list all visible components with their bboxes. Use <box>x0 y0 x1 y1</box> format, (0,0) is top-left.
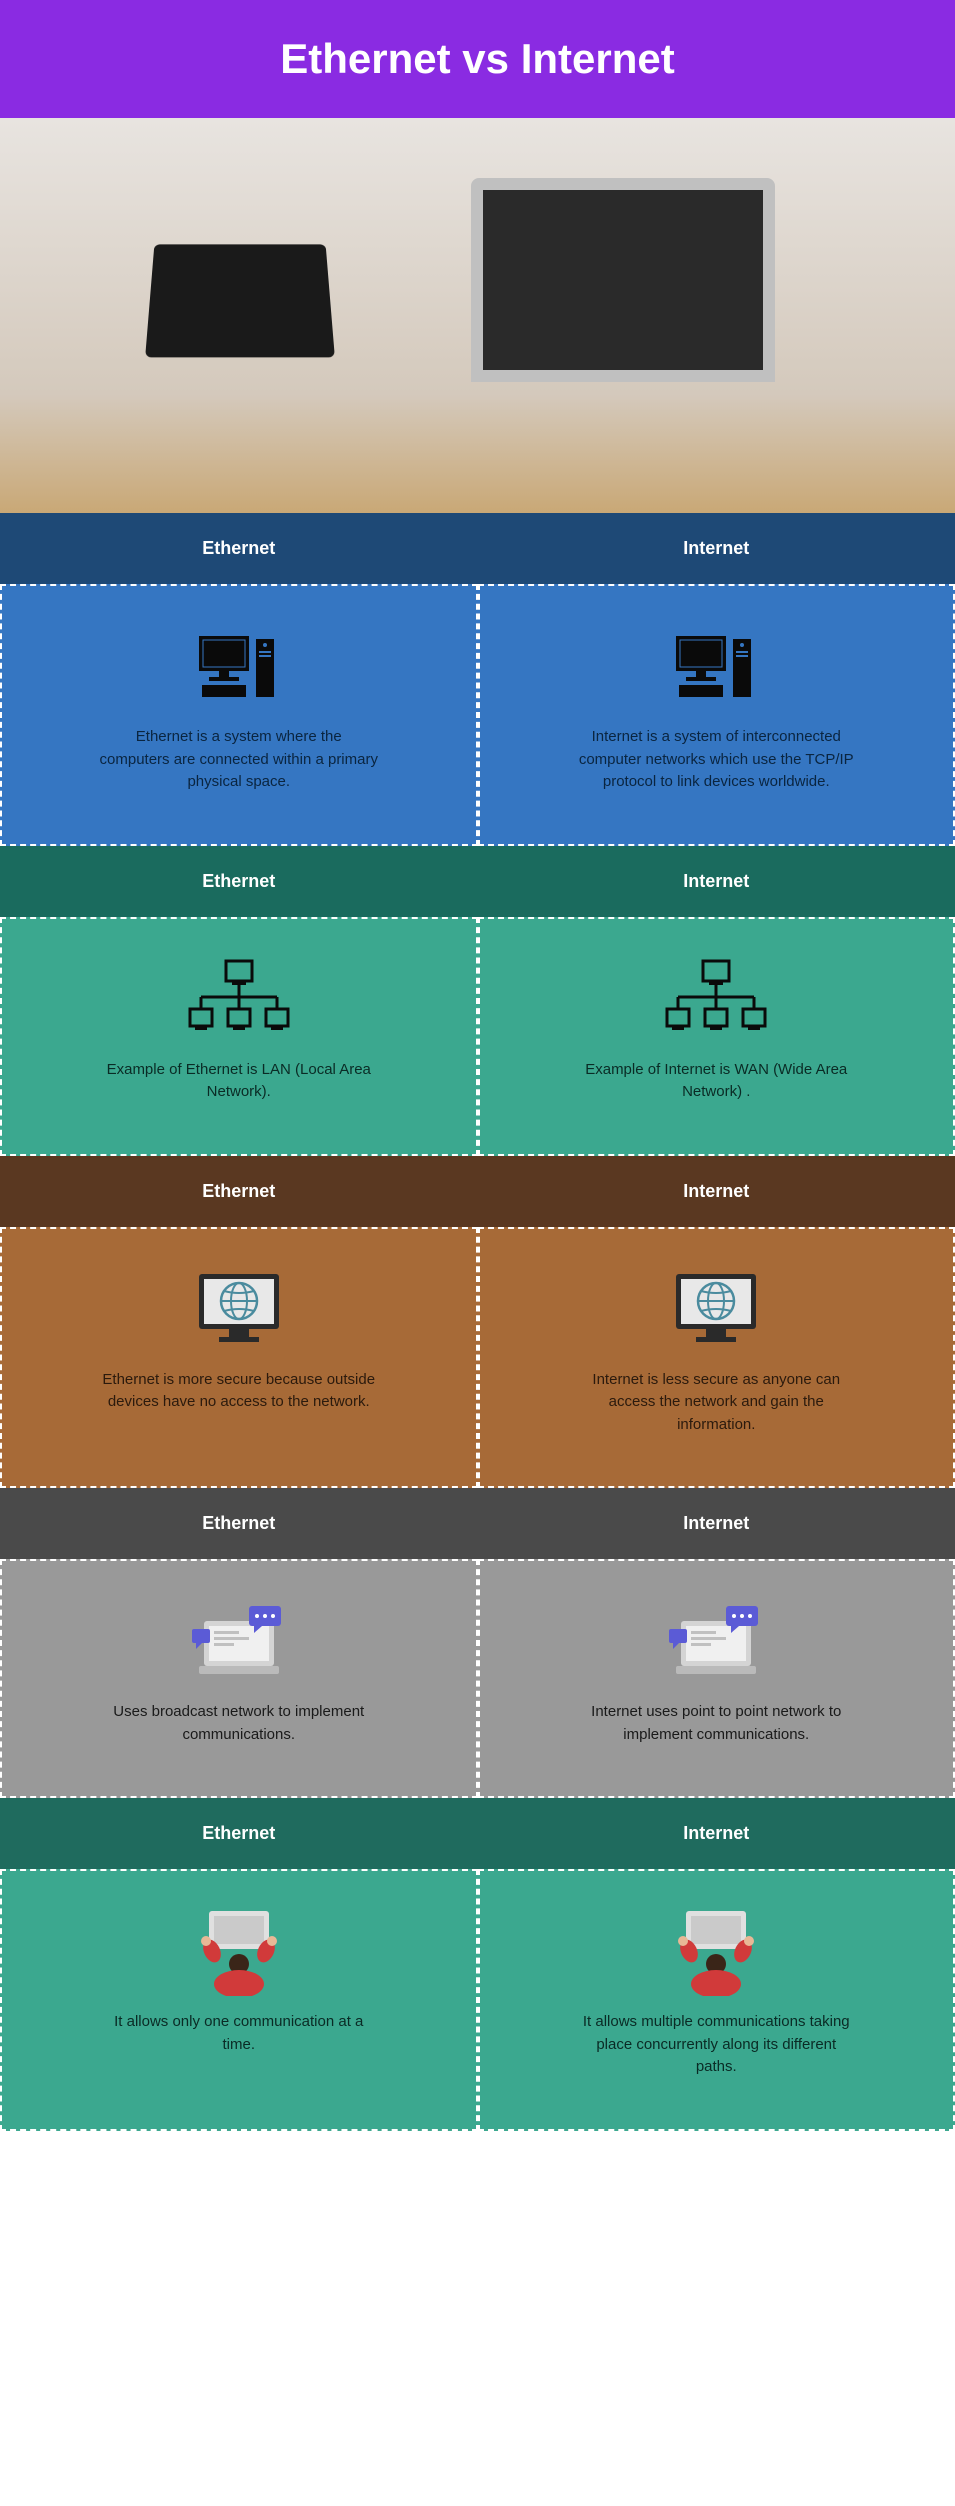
section-4-right-cell: Internet uses point to point network to … <box>478 1559 955 1798</box>
computer-icon <box>194 626 284 706</box>
page-title: Ethernet vs Internet <box>20 35 935 83</box>
laptop-chat-icon <box>661 1601 771 1681</box>
section-4-right-desc: Internet uses point to point network to … <box>576 1701 856 1746</box>
section-3-body: Ethernet is more secure because outside … <box>0 1227 955 1489</box>
section-5-header: Ethernet Internet <box>0 1798 955 1869</box>
section-5-body: It allows only one communication at a ti… <box>0 1869 955 2131</box>
section-1-body: Ethernet is a system where the computers… <box>0 584 955 846</box>
section-2-right-cell: Example of Internet is WAN (Wide Area Ne… <box>478 917 955 1156</box>
globe-monitor-icon <box>189 1269 289 1349</box>
laptop-chat-icon <box>184 1601 294 1681</box>
hero-image <box>0 118 955 513</box>
section-5-right-desc: It allows multiple communications taking… <box>576 2011 856 2079</box>
person-typing-icon <box>184 1911 294 1991</box>
section-2-header: Ethernet Internet <box>0 846 955 917</box>
section-1-left-cell: Ethernet is a system where the computers… <box>0 584 478 846</box>
network-icon <box>184 959 294 1039</box>
person-typing-icon <box>661 1911 771 1991</box>
page-header: Ethernet vs Internet <box>0 0 955 118</box>
section-4-left-cell: Uses broadcast network to implement comm… <box>0 1559 478 1798</box>
section-2-body: Example of Ethernet is LAN (Local Area N… <box>0 917 955 1156</box>
computer-icon <box>671 626 761 706</box>
section-3-left-desc: Ethernet is more secure because outside … <box>99 1369 379 1414</box>
section-5-left-cell: It allows only one communication at a ti… <box>0 1869 478 2131</box>
section-3-right-desc: Internet is less secure as anyone can ac… <box>576 1369 856 1437</box>
section-1-right-desc: Internet is a system of interconnected c… <box>576 726 856 794</box>
section-5-left-label: Ethernet <box>0 1798 478 1869</box>
section-3-left-label: Ethernet <box>0 1156 478 1227</box>
section-2-right-label: Internet <box>478 846 955 917</box>
section-1-right-label: Internet <box>478 513 955 584</box>
section-3-left-cell: Ethernet is more secure because outside … <box>0 1227 478 1489</box>
section-3-header: Ethernet Internet <box>0 1156 955 1227</box>
section-2-left-desc: Example of Ethernet is LAN (Local Area N… <box>99 1059 379 1104</box>
section-4-left-label: Ethernet <box>0 1488 478 1559</box>
section-3-right-label: Internet <box>478 1156 955 1227</box>
section-1-left-label: Ethernet <box>0 513 478 584</box>
section-1-header: Ethernet Internet <box>0 513 955 584</box>
section-5-right-cell: It allows multiple communications taking… <box>478 1869 955 2131</box>
section-2-left-label: Ethernet <box>0 846 478 917</box>
globe-monitor-icon <box>666 1269 766 1349</box>
section-4-header: Ethernet Internet <box>0 1488 955 1559</box>
section-4-body: Uses broadcast network to implement comm… <box>0 1559 955 1798</box>
network-icon <box>661 959 771 1039</box>
section-5-left-desc: It allows only one communication at a ti… <box>99 2011 379 2056</box>
section-5-right-label: Internet <box>478 1798 955 1869</box>
section-3-right-cell: Internet is less secure as anyone can ac… <box>478 1227 955 1489</box>
section-4-right-label: Internet <box>478 1488 955 1559</box>
section-2-right-desc: Example of Internet is WAN (Wide Area Ne… <box>576 1059 856 1104</box>
section-2-left-cell: Example of Ethernet is LAN (Local Area N… <box>0 917 478 1156</box>
section-1-left-desc: Ethernet is a system where the computers… <box>99 726 379 794</box>
section-4-left-desc: Uses broadcast network to implement comm… <box>99 1701 379 1746</box>
section-1-right-cell: Internet is a system of interconnected c… <box>478 584 955 846</box>
